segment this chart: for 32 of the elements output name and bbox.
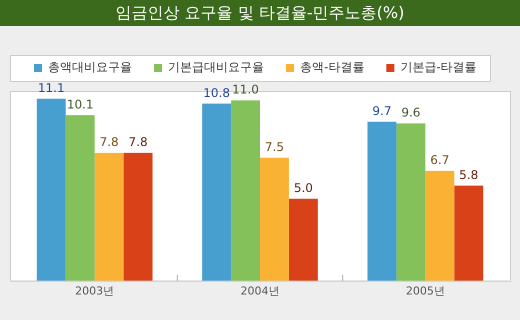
data-label: 6.7 <box>430 153 450 168</box>
data-label: 11.0 <box>232 82 259 97</box>
data-label: 5.0 <box>294 180 313 195</box>
data-label: 9.6 <box>401 105 420 120</box>
legend-label: 기본급-타결률 <box>400 60 477 74</box>
bar <box>288 198 318 281</box>
legend-label: 총액대비요구율 <box>48 60 132 74</box>
legend-label: 기본급대비요구율 <box>168 60 264 74</box>
chart-title: 임금인상 요구율 및 타결율-민주노총(%) <box>0 0 520 26</box>
data-label: 10.8 <box>203 86 230 100</box>
bar <box>124 152 153 281</box>
data-label: 7.8 <box>100 135 119 150</box>
bar <box>36 98 66 281</box>
data-label: 9.7 <box>372 104 392 118</box>
bar <box>66 115 95 281</box>
data-label: 5.8 <box>459 168 478 182</box>
data-label: 7.5 <box>264 140 284 154</box>
legend-label: 총액-타결률 <box>300 60 364 74</box>
bar <box>231 100 260 281</box>
x-tick-label: 2004년 <box>240 284 280 298</box>
data-label: 11.1 <box>38 80 65 95</box>
bar <box>94 152 124 281</box>
bar <box>396 123 426 281</box>
bar <box>260 158 289 281</box>
x-tick-label: 2005년 <box>406 284 445 298</box>
data-label: 7.8 <box>128 135 148 150</box>
bar <box>425 170 454 281</box>
bar <box>367 122 396 281</box>
bar <box>202 104 232 281</box>
bar <box>454 186 484 281</box>
data-label: 10.1 <box>66 97 94 112</box>
x-tick-label: 2003년 <box>75 284 114 298</box>
